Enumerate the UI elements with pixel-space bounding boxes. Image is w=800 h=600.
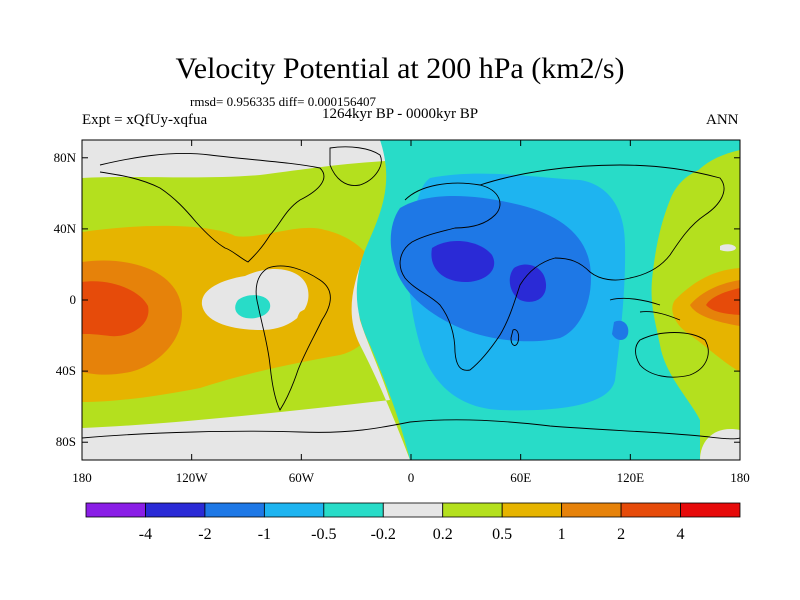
field-neutral-band bbox=[82, 140, 430, 460]
field-red-east bbox=[706, 288, 740, 315]
field-orange-blob bbox=[296, 305, 351, 342]
coast-indonesia bbox=[609, 297, 681, 321]
colorbar-swatch bbox=[680, 502, 741, 518]
y-tick-label: 40N bbox=[54, 221, 77, 236]
x-tick-label: 120W bbox=[176, 470, 209, 485]
coast-north-america bbox=[99, 153, 325, 263]
field-darkblue-arabia bbox=[509, 264, 547, 302]
period-label: 1264kyr BP - 0000kyr BP bbox=[322, 106, 479, 122]
y-tick-label: 80S bbox=[56, 434, 76, 449]
colorbar-swatch bbox=[145, 502, 206, 518]
colorbar-label: 1 bbox=[558, 526, 566, 543]
field-blue-spot bbox=[612, 320, 629, 340]
coast-asia bbox=[479, 164, 725, 281]
x-axis: 180 120W 60W 0 60E 120E 180 bbox=[72, 140, 750, 485]
x-tick-label: 0 bbox=[408, 470, 415, 485]
colorbar-label: -1 bbox=[258, 526, 271, 543]
experiment-label: Expt = xQfUy-xqfua bbox=[82, 112, 208, 128]
y-tick-label: 40S bbox=[56, 363, 76, 378]
season-label: ANN bbox=[706, 112, 739, 128]
colorbar-label: -0.2 bbox=[371, 526, 396, 543]
x-tick-label: 120E bbox=[617, 470, 645, 485]
coast-greenland bbox=[329, 146, 382, 186]
x-tick-label: 60E bbox=[510, 470, 531, 485]
contour-field bbox=[82, 140, 740, 460]
coast-south-america bbox=[255, 265, 331, 411]
y-axis: 80N 40N 0 40S 80S bbox=[54, 150, 740, 449]
colorbar-swatch bbox=[382, 502, 444, 518]
colorbar-swatch bbox=[620, 502, 681, 518]
colorbar-label: -4 bbox=[139, 526, 152, 543]
coast-australia bbox=[635, 332, 709, 378]
colorbar-swatch bbox=[85, 502, 146, 518]
colorbar-label: 2 bbox=[617, 526, 625, 543]
x-tick-label: 60W bbox=[289, 470, 315, 485]
coast-antarctica bbox=[82, 419, 740, 440]
coast-europe-africa bbox=[399, 182, 556, 371]
colorbar-label: 0.2 bbox=[433, 526, 453, 543]
x-tick-label: 180 bbox=[72, 470, 92, 485]
colorbar-swatch bbox=[561, 502, 622, 518]
y-tick-label: 0 bbox=[70, 292, 77, 307]
x-tick-label: 180 bbox=[730, 470, 750, 485]
field-red-west bbox=[82, 281, 149, 337]
field-cyan-spot bbox=[235, 295, 271, 319]
colorbar-swatch bbox=[204, 502, 265, 518]
colorbar: -4 -2 -1 -0.5 -0.2 0.2 0.5 1 2 4 bbox=[85, 502, 741, 543]
colorbar-swatch bbox=[501, 502, 563, 518]
colorbar-swatch bbox=[323, 502, 384, 518]
coastlines bbox=[82, 146, 740, 440]
field-white-spot-east bbox=[720, 244, 736, 252]
colorbar-label: 4 bbox=[677, 526, 685, 543]
colorbar-label: -2 bbox=[198, 526, 211, 543]
stats-label: rmsd= 0.956335 diff= 0.000156407 bbox=[190, 94, 376, 109]
colorbar-label: -0.5 bbox=[311, 526, 336, 543]
coast-madagascar bbox=[510, 329, 520, 346]
colorbar-swatch bbox=[263, 502, 325, 518]
y-tick-label: 80N bbox=[54, 150, 77, 165]
chart-title: Velocity Potential at 200 hPa (km2/s) bbox=[175, 52, 625, 85]
colorbar-label: 0.5 bbox=[492, 526, 512, 543]
colorbar-swatch bbox=[442, 502, 503, 518]
field-darkblue-africa bbox=[431, 240, 495, 282]
